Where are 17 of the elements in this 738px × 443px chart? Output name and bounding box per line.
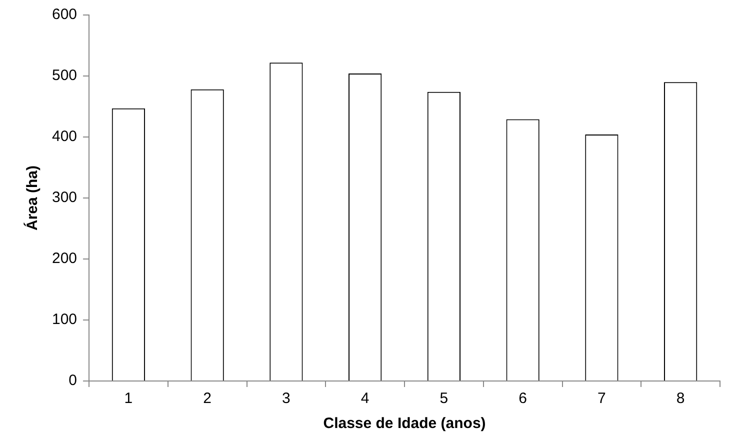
y-tick-label: 400 — [52, 128, 78, 146]
y-tick-label: 0 — [68, 372, 78, 390]
y-tick-label: 500 — [52, 67, 78, 84]
x-tick-label: 5 — [440, 390, 448, 408]
x-tick-label: 8 — [676, 390, 685, 408]
x-tick-label: 7 — [598, 390, 606, 408]
y-tick-label: 600 — [52, 6, 78, 24]
x-tick-label: 3 — [282, 390, 290, 408]
x-tick-label: 6 — [518, 390, 527, 408]
y-tick-label: 100 — [52, 311, 78, 328]
x-tick-label: 4 — [360, 390, 370, 408]
y-tick-label: 200 — [52, 250, 78, 268]
x-tick-label: 2 — [203, 390, 212, 408]
x-axis-title: Classe de Idade (anos) — [323, 415, 486, 432]
y-tick-label: 300 — [52, 189, 78, 206]
x-tick-label: 1 — [124, 390, 133, 408]
y-axis-title: Área (ha) — [23, 165, 42, 231]
